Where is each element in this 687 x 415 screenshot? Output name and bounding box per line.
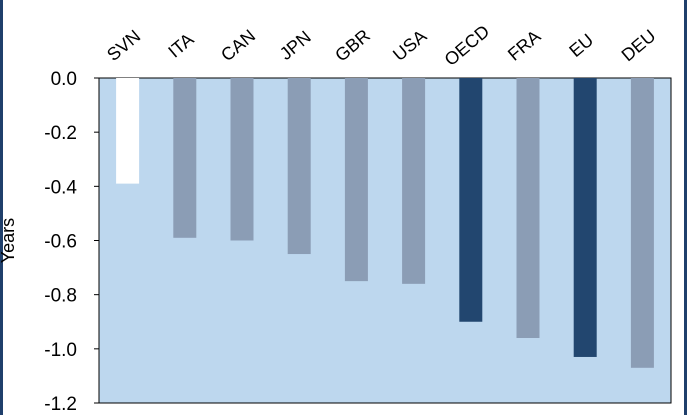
category-label-ita: ITA [164, 29, 197, 61]
category-label-eu: EU [565, 30, 597, 61]
category-label-deu: DEU [618, 26, 660, 66]
category-label-jpn: JPN [276, 27, 315, 64]
bar-deu [630, 78, 654, 368]
bar-fra [516, 78, 540, 338]
y-tick-label: -0.4 [44, 177, 77, 198]
category-label-gbr: GBR [331, 25, 374, 65]
category-label-svn: SVN [103, 26, 144, 65]
bar-ita [173, 78, 197, 238]
y-axis-title: Years [0, 218, 18, 263]
y-tick-label: -0.6 [44, 232, 77, 253]
category-label-usa: USA [389, 26, 430, 65]
category-labels: SVN ITA CAN JPN GBR USA OECD FRA EU DEU [103, 21, 659, 70]
bar-oecd [459, 78, 483, 322]
y-tick-label: -1.2 [44, 394, 77, 415]
bar-svn [116, 78, 140, 184]
bar-eu [573, 78, 597, 357]
bar-usa [402, 78, 426, 284]
y-axis-ticks: 0.0 -0.2 -0.4 -0.6 -0.8 -1.0 -1.2 [44, 69, 99, 415]
bar-jpn [287, 78, 311, 255]
y-tick-label: -0.8 [44, 286, 77, 307]
y-tick-label: -0.2 [44, 123, 77, 144]
category-label-fra: FRA [504, 26, 544, 64]
category-label-oecd: OECD [441, 21, 494, 70]
bar-gbr [344, 78, 368, 282]
bars-group [116, 78, 654, 368]
bar-can [230, 78, 254, 241]
y-tick-label: -1.0 [44, 340, 77, 361]
category-label-can: CAN [217, 26, 259, 66]
y-tick-label: 0.0 [51, 69, 77, 90]
